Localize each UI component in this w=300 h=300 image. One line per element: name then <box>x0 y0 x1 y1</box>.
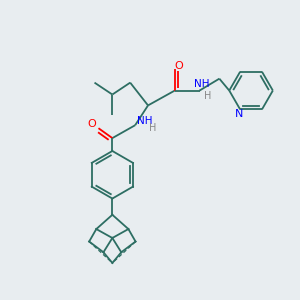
Text: NH: NH <box>137 116 153 126</box>
Text: NH: NH <box>194 79 209 88</box>
Text: H: H <box>204 91 211 100</box>
Text: O: O <box>87 119 96 129</box>
Text: O: O <box>174 61 183 71</box>
Text: N: N <box>235 110 243 119</box>
Text: H: H <box>149 123 157 133</box>
